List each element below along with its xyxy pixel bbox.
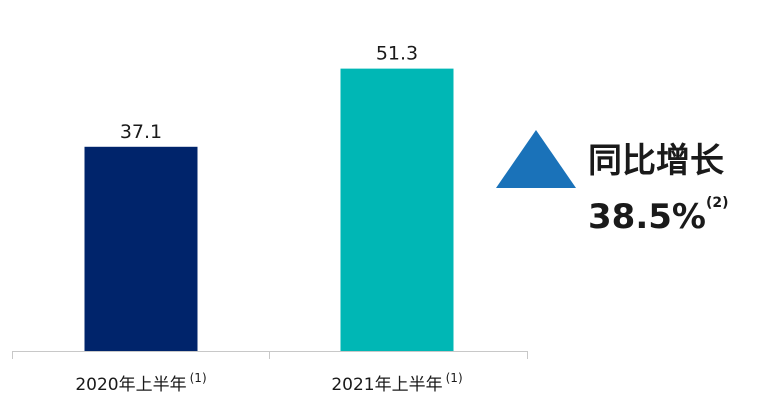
bar-1 — [85, 147, 198, 351]
category-label-2: 2021年上半年 (1) — [331, 371, 462, 395]
value-label-2: 51.3 — [376, 43, 418, 65]
up-triangle-icon — [496, 130, 576, 188]
growth-callout: 同比增长 38.5%(2) — [496, 130, 758, 250]
bar-2 — [341, 69, 454, 351]
bars-group — [85, 69, 454, 351]
growth-value: 38.5% — [588, 197, 706, 237]
growth-value-line: 38.5%(2) — [588, 200, 729, 234]
category-label-1: 2020年上半年 (1) — [75, 371, 206, 395]
value-label-1: 37.1 — [120, 121, 162, 143]
growth-note: (2) — [706, 195, 729, 211]
growth-title: 同比增长 — [588, 144, 724, 178]
category-labels-group: 2020年上半年 (1) 2021年上半年 (1) — [75, 371, 462, 395]
x-axis-ticks — [13, 351, 528, 359]
